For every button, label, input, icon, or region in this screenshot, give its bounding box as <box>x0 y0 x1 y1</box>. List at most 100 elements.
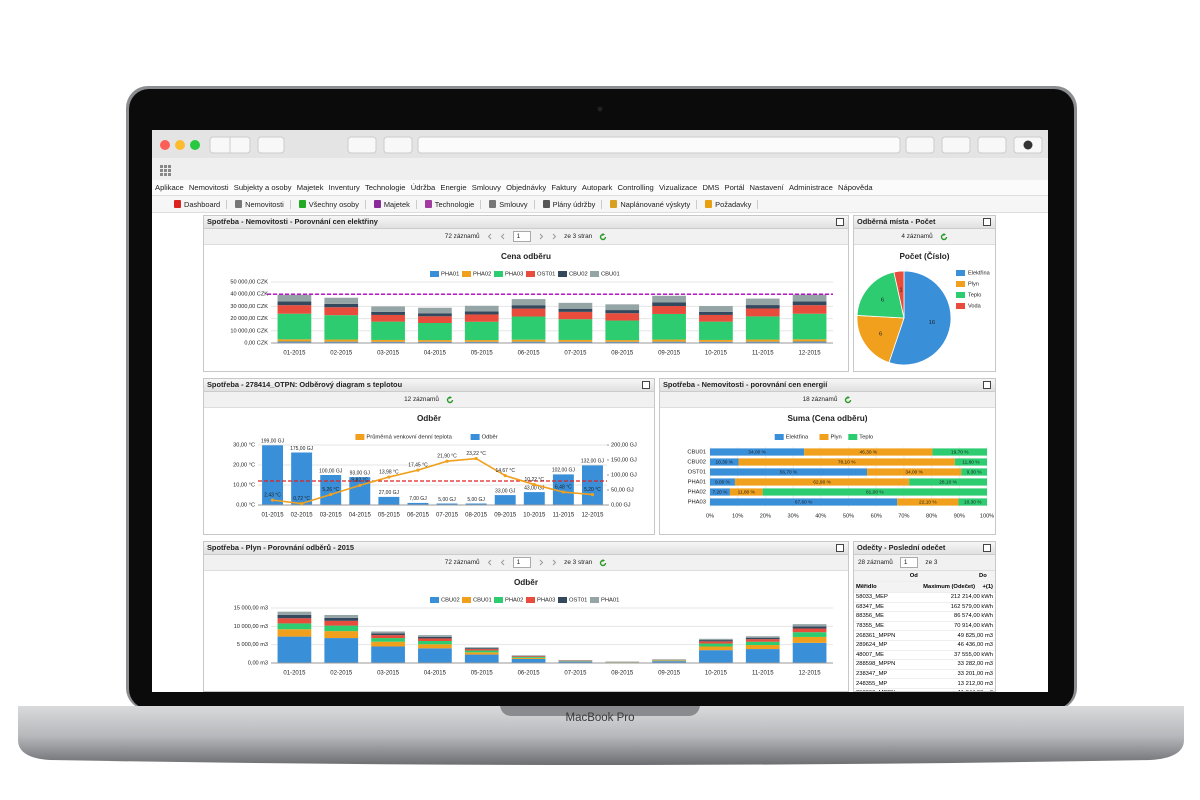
menu-item[interactable]: Majetek <box>296 183 324 192</box>
menu-item[interactable]: Controlling <box>617 183 654 192</box>
pager-arrow[interactable] <box>487 233 493 240</box>
refresh-arrow <box>602 558 606 562</box>
menu-item[interactable]: Subjekty a osoby <box>233 183 292 192</box>
menu-item[interactable]: Objednávky <box>506 183 547 192</box>
view-button[interactable] <box>941 136 971 154</box>
x-tick-label: 30% <box>787 513 798 519</box>
menu-item[interactable]: DMS <box>702 183 720 192</box>
bar <box>552 474 574 505</box>
toolbar-label: Majetek <box>383 199 410 209</box>
refresh-button[interactable] <box>599 558 607 567</box>
menu-item[interactable]: Autopark <box>581 183 613 192</box>
column-header[interactable]: +(1) <box>977 581 995 593</box>
x-tick-label: 06-2015 <box>518 351 541 357</box>
tools-button[interactable] <box>347 136 377 154</box>
menu-item[interactable]: Údržba <box>410 183 436 192</box>
close-button[interactable] <box>160 140 170 150</box>
table-cell: 162 579,00 kWh <box>907 602 995 613</box>
panel-close[interactable] <box>642 381 650 389</box>
refresh-button[interactable] <box>844 395 852 404</box>
toolbar-item[interactable]: Nemovitosti <box>235 199 291 209</box>
temperature-point <box>445 459 449 463</box>
zoom-button[interactable] <box>190 140 200 150</box>
toolbar-item[interactable]: Smlouvy <box>489 199 535 209</box>
bar-segment <box>464 649 499 651</box>
menu-item[interactable]: Faktury <box>551 183 577 192</box>
page-input[interactable]: 1 <box>512 231 532 242</box>
tabs-button[interactable] <box>977 136 1007 154</box>
bar-segment <box>277 339 312 342</box>
bar <box>378 496 400 505</box>
menu-item[interactable]: Administrace <box>788 183 833 192</box>
bar-segment <box>745 308 780 317</box>
page-input[interactable]: 1 <box>512 557 532 568</box>
toolbar-item[interactable]: Dashboard <box>174 199 228 209</box>
segment-label: 7,20 % <box>713 489 729 495</box>
toolbar-item[interactable]: Všechny osoby <box>298 199 366 209</box>
temperature-point <box>329 492 333 497</box>
share-button[interactable] <box>383 136 413 154</box>
table-cell: 288598_MPPN <box>854 659 908 670</box>
bar-segment <box>324 307 359 316</box>
column-header[interactable]: Měřidlo <box>854 581 908 593</box>
menu-item[interactable]: Portál <box>724 183 745 192</box>
menu-item[interactable]: Nápověda <box>838 183 873 192</box>
toolbar-item[interactable]: Technologie <box>424 199 482 209</box>
chevron <box>487 559 491 566</box>
bar-segment <box>745 649 780 663</box>
sidebar-button[interactable] <box>257 136 285 154</box>
table-cell: 268361_MPPN <box>854 630 908 641</box>
pager-arrow[interactable] <box>551 233 557 240</box>
toolbar-item[interactable]: Majetek <box>373 199 417 209</box>
pager-arrow[interactable] <box>538 233 544 240</box>
bar-segment <box>792 301 827 306</box>
bar-segment <box>792 313 827 340</box>
pager-arrow[interactable] <box>551 559 557 566</box>
toolbar-item[interactable]: Požadavky <box>705 199 759 209</box>
minimize-button[interactable] <box>175 140 185 150</box>
y-tick-label: 30,00 °C <box>233 442 255 448</box>
bar-value-label: 100,00 GJ <box>319 468 343 474</box>
menu-item[interactable]: Smlouvy <box>471 183 501 192</box>
apps-icon[interactable] <box>160 165 171 176</box>
bar-segment <box>729 488 763 496</box>
toolbar-icon <box>174 200 181 208</box>
chart-title: Cena odběru <box>501 252 551 261</box>
menu-item[interactable]: Vizualizace <box>658 183 698 192</box>
refresh-button[interactable] <box>446 395 454 404</box>
address-bar[interactable] <box>417 136 901 154</box>
panel-close[interactable] <box>836 218 844 226</box>
panel-close[interactable] <box>983 381 991 389</box>
bar-value-label: 199,00 GJ <box>261 439 285 445</box>
pager-arrow[interactable] <box>538 559 544 566</box>
cloud-button[interactable] <box>905 136 935 154</box>
column-header[interactable]: Maximum (Odečet) <box>907 581 978 593</box>
x-tick-label: 08-2015 <box>611 671 634 677</box>
menu-item[interactable]: Inventury <box>328 183 360 192</box>
menu-item[interactable]: Nastavení <box>749 183 784 192</box>
segment-label: 10,30 % <box>715 459 733 465</box>
bar-segment <box>371 311 405 315</box>
pager-arrow[interactable] <box>500 233 506 240</box>
pager-arrow[interactable] <box>487 559 493 566</box>
toolbar-item[interactable]: Plány údržby <box>542 199 603 209</box>
pager-arrow[interactable] <box>500 559 506 566</box>
panel-title: Odběrná místa - Počet <box>857 217 936 226</box>
menu-item[interactable]: Energie <box>440 183 467 192</box>
screen: Aplikace Nemovitosti Subjekty a osoby Majet… <box>152 130 1048 692</box>
panel-close[interactable] <box>983 544 991 552</box>
menu-item[interactable]: Aplikace <box>155 183 184 192</box>
toolbar-item[interactable]: Naplánované výskyty <box>610 199 698 209</box>
menu-item[interactable]: Nemovitosti <box>188 183 229 192</box>
page-input[interactable]: 1 <box>899 557 919 568</box>
bar-segment <box>958 498 987 506</box>
bar-segment <box>792 339 827 342</box>
menu-item[interactable]: Technologie <box>365 183 406 192</box>
laptop-label: MacBook Pro <box>565 712 634 724</box>
refresh-button[interactable] <box>940 232 948 241</box>
panel-title: Spotřeba - 278414_OTPN: Odběrový diagram… <box>207 380 403 389</box>
panel-close[interactable] <box>836 544 844 552</box>
refresh-button[interactable] <box>599 232 607 241</box>
panel-close[interactable] <box>983 218 991 226</box>
segment-label: 9,30 % <box>967 469 983 475</box>
